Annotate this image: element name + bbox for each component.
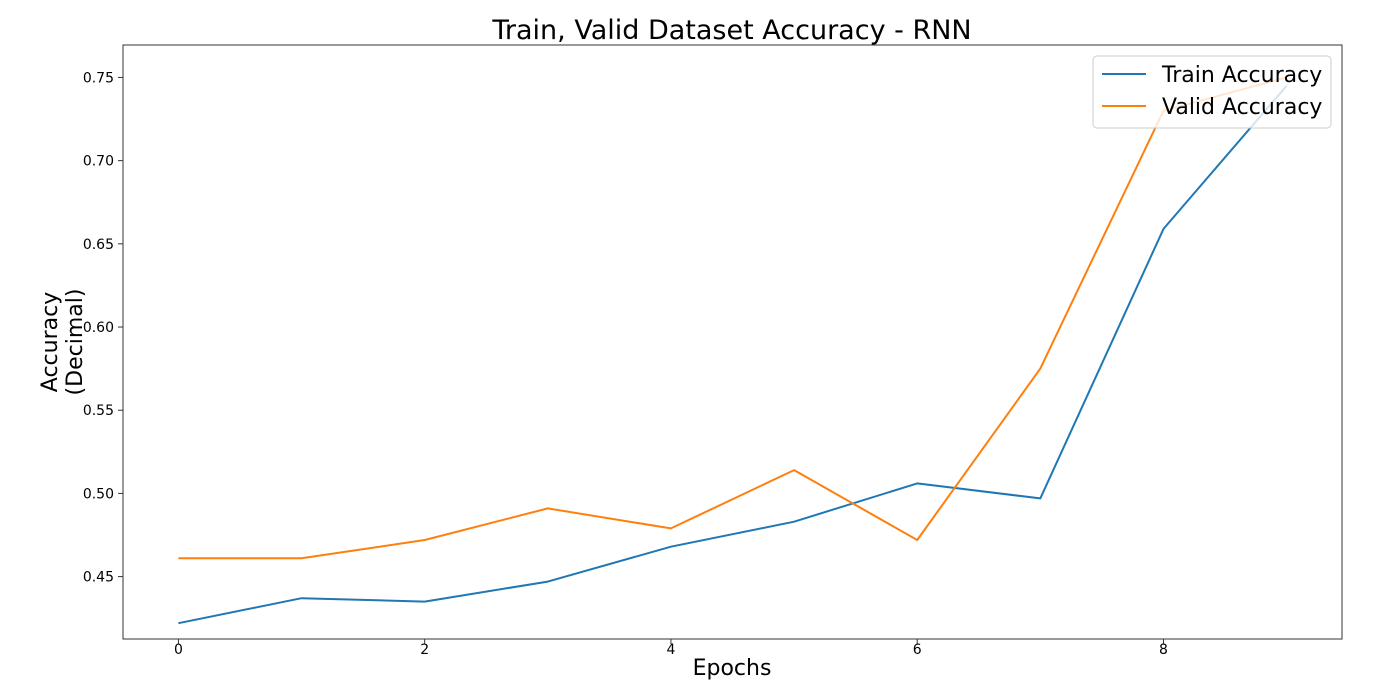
y-axis-label-line-1: Accuracy bbox=[38, 292, 63, 392]
x-tick-label: 0 bbox=[174, 642, 183, 658]
valid-accuracy-line bbox=[178, 76, 1287, 560]
y-axis-label-line-2: (Decimal) bbox=[63, 289, 88, 396]
series-lines bbox=[178, 76, 1288, 625]
x-tick-label: 8 bbox=[1159, 642, 1168, 658]
chart-title: Train, Valid Dataset Accuracy - RNN bbox=[491, 15, 971, 46]
x-axis-ticks: 0 2 4 6 8 bbox=[174, 639, 1168, 658]
y-tick-label: 0.70 bbox=[83, 154, 114, 170]
y-tick-label: 0.55 bbox=[83, 403, 114, 419]
legend-box bbox=[1092, 55, 1332, 129]
x-tick-label: 4 bbox=[666, 642, 675, 658]
train-accuracy-line bbox=[178, 85, 1288, 625]
x-tick-label: 6 bbox=[913, 642, 922, 658]
y-axis-ticks: 0.45 0.50 0.55 0.60 0.65 0.70 0.75 bbox=[83, 70, 123, 586]
y-tick-label: 0.60 bbox=[83, 320, 114, 336]
y-tick-label: 0.65 bbox=[83, 237, 114, 253]
plot-frame bbox=[122, 44, 1343, 640]
x-axis-label: Epochs bbox=[693, 656, 772, 681]
x-tick-label: 2 bbox=[420, 642, 429, 658]
legend: Train Accuracy Valid Accuracy bbox=[1092, 55, 1332, 129]
y-axis-label: Accuracy (Decimal) bbox=[38, 289, 88, 396]
y-tick-label: 0.45 bbox=[83, 570, 114, 586]
legend-label-valid-accuracy: Valid Accuracy bbox=[1162, 95, 1322, 120]
legend-label-train-accuracy: Train Accuracy bbox=[1161, 63, 1322, 88]
y-tick-label: 0.50 bbox=[83, 486, 114, 502]
y-tick-label: 0.75 bbox=[83, 70, 114, 86]
